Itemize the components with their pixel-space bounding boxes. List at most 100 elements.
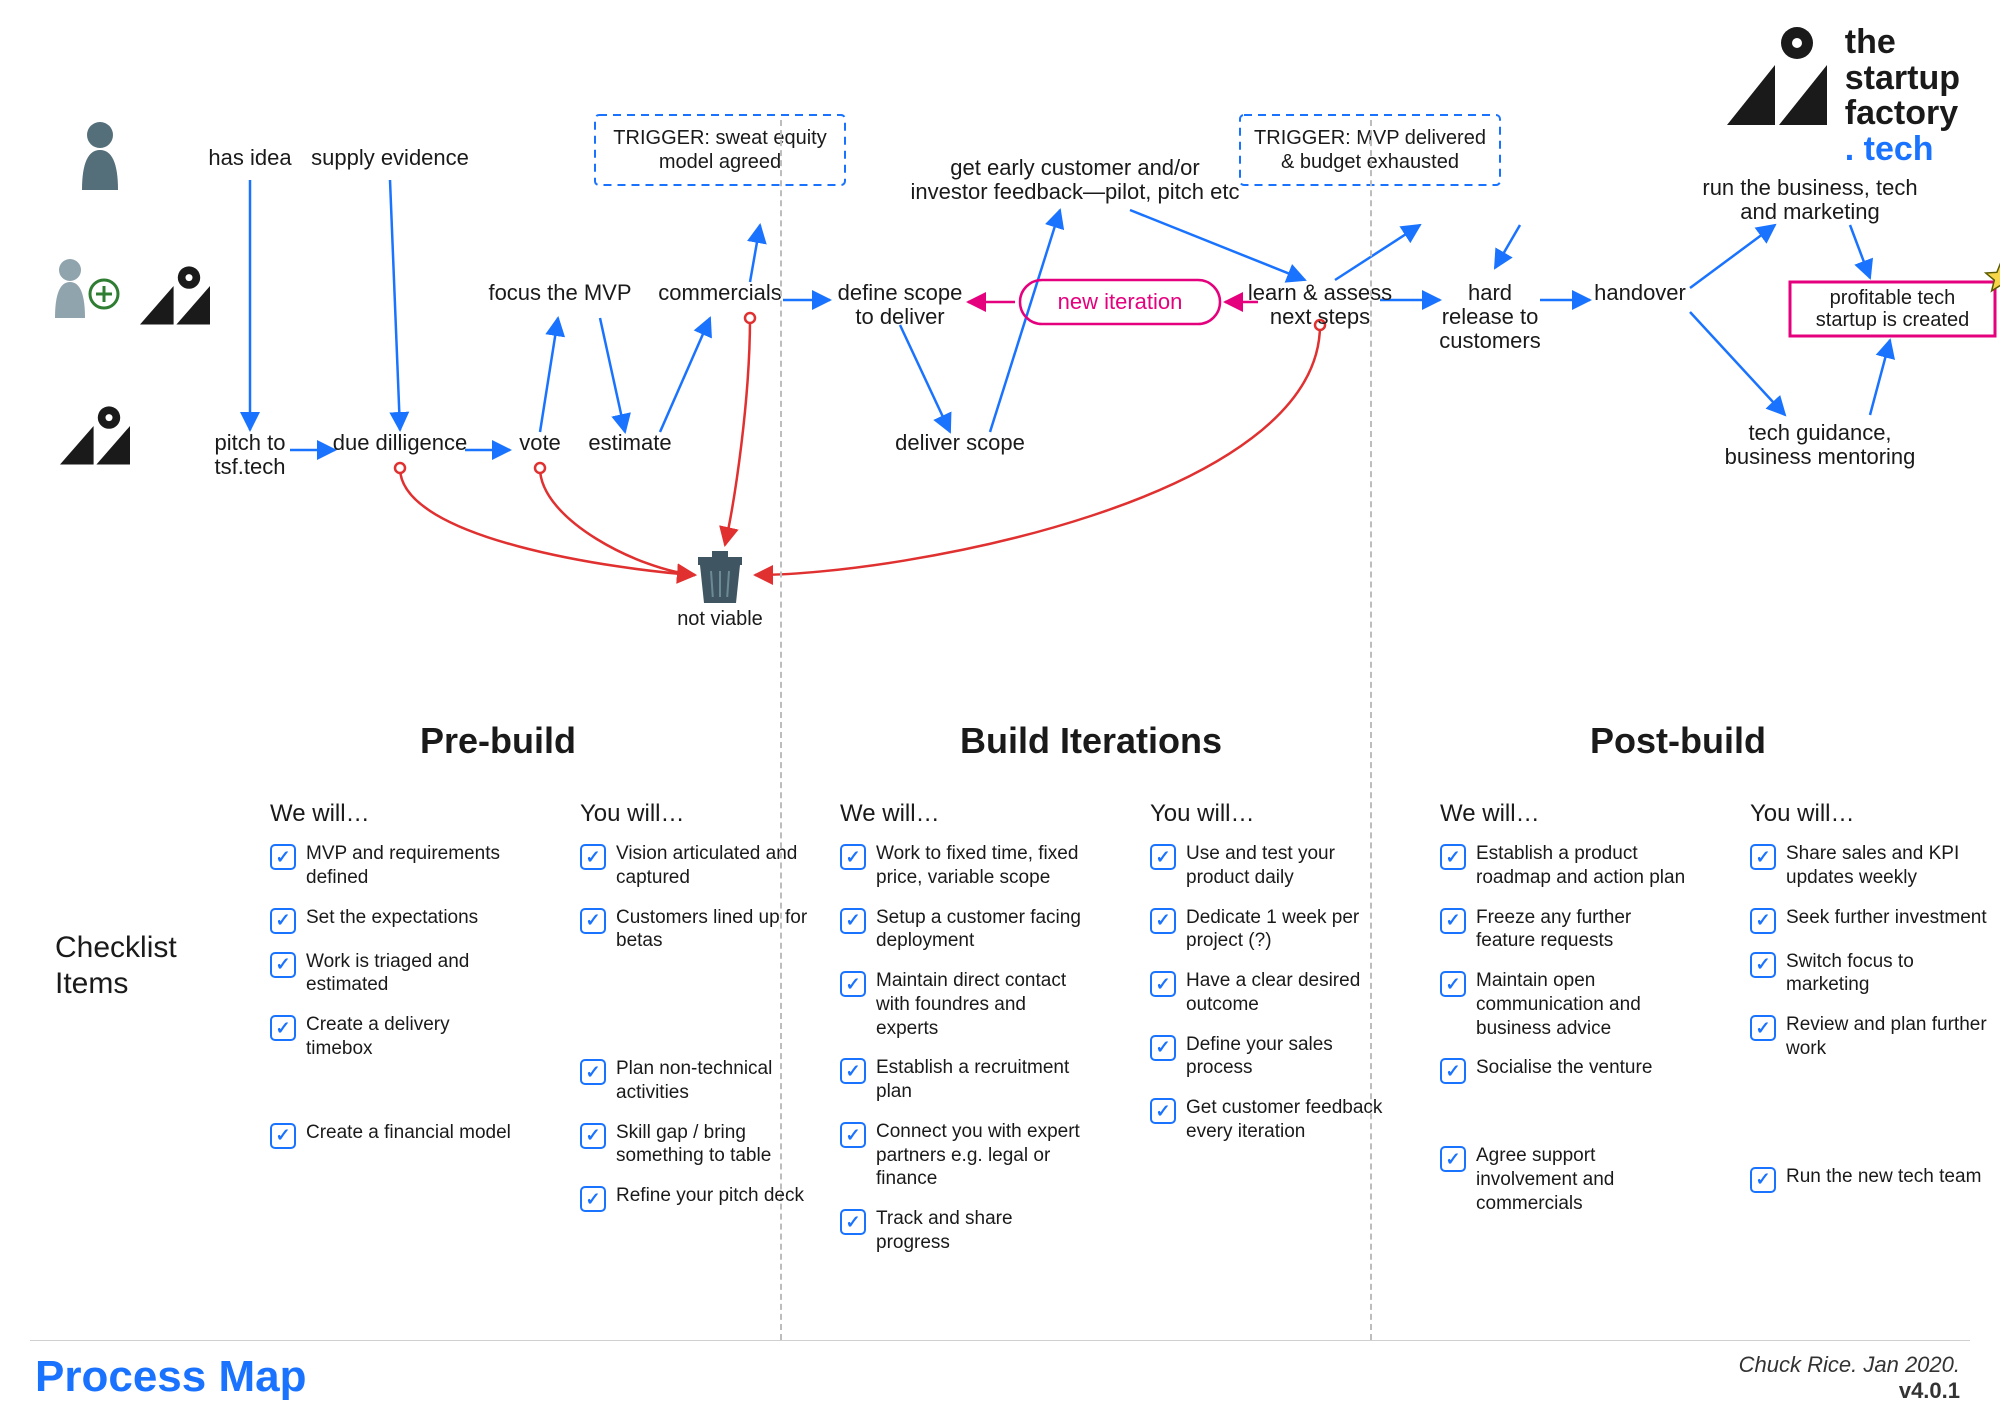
check-icon: ✓ [1750,908,1776,934]
svg-text:run the business, techand mark: run the business, techand marketing [1702,175,1917,224]
col-header-you: You will… [1750,800,2000,828]
check-icon: ✓ [270,1123,296,1149]
footer-rule [30,1340,1970,1341]
checklist-item-label: Customers lined up for betas [616,906,830,954]
check-icon: ✓ [1440,1146,1466,1172]
page: the startup factory . tech [0,0,2000,1415]
build-you-col: You will… ✓ Use and test your product dai… [1150,800,1400,1271]
checklist-item-label: Seek further investment [1786,906,1987,930]
svg-text:not viable: not viable [677,608,763,630]
checklist-item: ✓Connect you with expert partners e.g. l… [840,1120,1090,1191]
checklist-item: ✓ Track and share progress [840,1207,1090,1255]
swimlane-tsf-icon [60,406,130,464]
checklist-item: ✓ Create a delivery timebox [270,1013,520,1061]
checklist-item: ✓ Customers lined up for betas [580,906,830,954]
check-icon: ✓ [1150,844,1176,870]
checklist-item: ✓Setup a customer facing deployment [840,906,1090,954]
check-icon: ✓ [580,1123,606,1149]
checklist-item-label: Use and test your product daily [1186,842,1400,890]
build-columns: We will… ✓Work to fixed time, fixed pric… [840,800,1400,1271]
checklist-item-label: Have a clear desired outcome [1186,969,1400,1017]
checklist-item-label: Set the expectations [306,906,478,930]
build-we-col: We will… ✓Work to fixed time, fixed pric… [840,800,1090,1271]
prebuild-you-col: You will… ✓Vision articulated and captur… [580,800,830,1228]
checklist-item-label: Create a financial model [306,1121,511,1145]
checklist-item-label: Maintain open communication and business… [1476,969,1690,1040]
checklist-item: ✓ Create a financial model [270,1121,520,1149]
check-icon: ✓ [580,1059,606,1085]
check-icon: ✓ [1150,971,1176,997]
check-icon: ✓ [1150,1098,1176,1124]
check-icon: ✓ [270,1015,296,1041]
checklist-item: ✓Freeze any further feature requests [1440,906,1690,954]
svg-text:vote: vote [519,430,561,455]
svg-text:get early customer and/orinves: get early customer and/orinvestor feedba… [911,155,1240,204]
check-icon: ✓ [270,844,296,870]
checklist-item-label: Work to fixed time, fixed price, variabl… [876,842,1090,890]
checklist-item: ✓ Dedicate 1 week per project (?) [1150,906,1400,954]
svg-text:profitable techstartup is crea: profitable techstartup is created [1816,287,1969,331]
check-icon: ✓ [1750,952,1776,978]
checklist-item: ✓ Seek further investment [1750,906,2000,934]
checklist-item: ✓Establish a recruitment plan [840,1056,1090,1104]
checklist-item: ✓ Have a clear desired outcome [1150,969,1400,1017]
checklist-item-label: Establish a recruitment plan [876,1056,1090,1104]
checklist-item: ✓Review and plan further work [1750,1013,2000,1061]
check-icon: ✓ [1150,908,1176,934]
checklist-item: ✓Vision articulated and captured [580,842,830,890]
checklist-item-label: Skill gap / bring something to table [616,1121,830,1169]
check-icon: ✓ [1440,971,1466,997]
checklist-item: ✓Maintain direct contact with foundres a… [840,969,1090,1040]
checklist-item-label: Work is triaged and estimated [306,950,520,998]
check-icon: ✓ [1750,1167,1776,1193]
check-icon: ✓ [1440,908,1466,934]
checklist-item: ✓ Work to fixed time, fixed price, variab… [840,842,1090,890]
checklist-item: ✓ Use and test your product daily [1150,842,1400,890]
svg-text:estimate: estimate [588,430,671,455]
checklist-item-label: Maintain direct contact with foundres an… [876,969,1090,1040]
checklist-side-label: Checklist Items [55,930,177,1002]
checklist-item-label: Vision articulated and captured [616,842,830,890]
checklist-item: ✓Share sales and KPI updates weekly [1750,842,2000,890]
footer-meta: Chuck Rice. Jan 2020. v4.0.1 [1739,1352,1960,1405]
checklist-item-label: Connect you with expert partners e.g. le… [876,1120,1090,1191]
checklist-item-label: Setup a customer facing deployment [876,906,1090,954]
checklist-item-label: Establish a product roadmap and action p… [1476,842,1690,890]
col-header-you: You will… [1150,800,1400,828]
check-icon: ✓ [840,844,866,870]
checklist-item: ✓ Run the new tech team [1750,1165,2000,1193]
checklist-item-label: Review and plan further work [1786,1013,2000,1061]
check-icon: ✓ [1440,844,1466,870]
check-icon: ✓ [840,1209,866,1235]
svg-text:hardrelease tocustomers: hardrelease tocustomers [1439,280,1540,353]
phase-title-prebuild: Pre-build [420,720,576,762]
checklist-item-label: Agree support involvement and commercial… [1476,1144,1690,1215]
svg-text:commercials: commercials [658,280,781,305]
flow-diagram: TRIGGER: sweat equitymodel agreedTRIGGER… [0,0,2000,640]
checklist-item: ✓Work is triaged and estimated [270,950,520,998]
svg-text:focus the MVP: focus the MVP [488,280,631,305]
svg-text:tech guidance,business mentori: tech guidance,business mentoring [1725,420,1916,469]
checklist-item: ✓Socialise the venture [1440,1056,1690,1084]
checklist-item-label: Run the new tech team [1786,1165,1981,1189]
checklist-item-label: Create a delivery timebox [306,1013,520,1061]
svg-text:new iteration: new iteration [1058,289,1183,314]
checklist-item: ✓ Agree support involvement and commercia… [1440,1144,1690,1215]
checklist-item: ✓ Establish a product roadmap and action … [1440,842,1690,890]
check-icon: ✓ [1150,1035,1176,1061]
checklist-item: ✓Get customer feedback every iteration [1150,1096,1400,1144]
checklist-side-label-text: Checklist Items [55,931,177,1000]
checklist-item-label: Dedicate 1 week per project (?) [1186,906,1400,954]
postbuild-columns: We will… ✓ Establish a product roadmap an… [1440,800,2000,1232]
col-header-we: We will… [1440,800,1690,828]
checklist-item: ✓MVP and requirements defined [270,842,520,890]
checklist-item-label: Socialise the venture [1476,1056,1652,1080]
checklist-item: ✓Refine your pitch deck [580,1184,830,1212]
svg-text:has idea: has idea [208,145,292,170]
swimlane-collab-icon [55,259,210,325]
check-icon: ✓ [1750,844,1776,870]
check-icon: ✓ [580,908,606,934]
swimlane-founder-icon [82,122,118,190]
postbuild-we-col: We will… ✓ Establish a product roadmap an… [1440,800,1690,1232]
checklist-item-label: Track and share progress [876,1207,1090,1255]
